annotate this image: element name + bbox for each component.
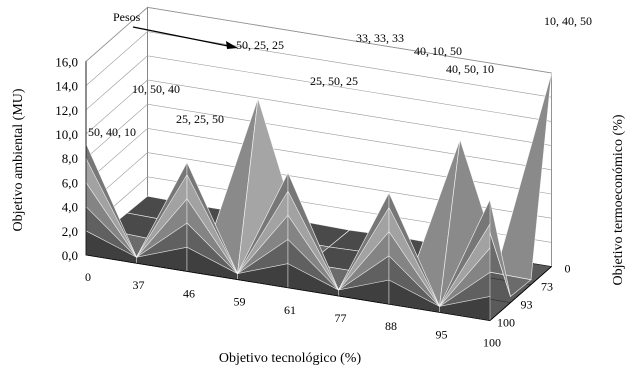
front-band [186, 162, 238, 274]
z-tick-label: 14,0 [55, 79, 78, 94]
y-tick-label: 100 [497, 316, 515, 330]
gridline [85, 7, 552, 74]
z-tick-label: 6,0 [62, 175, 78, 190]
weight-label: 33, 33, 33 [356, 31, 404, 45]
x-tick-label: 77 [335, 311, 347, 325]
y-axis-label: Objetivo termoeconómico (%) [611, 114, 626, 285]
weight-label: 40, 10, 50 [414, 44, 462, 58]
surface-bands [85, 61, 552, 321]
weight-label: 25, 50, 25 [310, 74, 358, 88]
z-tick-label: 16,0 [55, 54, 78, 69]
z-tick-label: 2,0 [62, 224, 78, 239]
z-tick-label: 12,0 [55, 103, 78, 118]
weight-label: 10, 40, 50 [544, 14, 592, 28]
x-tick-label: 46 [183, 286, 195, 300]
z-tick-label: 8,0 [62, 151, 78, 166]
gridline [85, 152, 552, 219]
x-axis-label: Objetivo tecnológico (%) [219, 351, 362, 366]
x-tick-label: 88 [385, 319, 397, 333]
weights-arrow [132, 26, 238, 49]
y-tick-label: 0 [565, 262, 571, 276]
y-tick-label: 93 [521, 298, 533, 312]
x-tick-label: 95 [436, 327, 448, 341]
weight-label: 40, 50, 10 [446, 62, 494, 76]
y-tick-label: 73 [541, 280, 553, 294]
y-axis-ticks: 0 73 93 100 [497, 262, 571, 330]
y-axis-line [489, 266, 552, 321]
weight-label: 50, 40, 10 [88, 125, 136, 139]
x-tick-label: 37 [133, 278, 145, 292]
z-tick-label: 0,0 [62, 248, 78, 263]
z-axis-label: Objetivo ambiental (MU) [11, 88, 26, 231]
gridline [85, 55, 552, 122]
x-axis-ticks: 0 37 46 59 61 77 88 95 100 [85, 270, 501, 350]
x-tick-label: 61 [284, 303, 296, 317]
z-tick-label: 10,0 [55, 127, 78, 142]
gridline [85, 79, 552, 146]
front-band [287, 172, 339, 291]
weights-label: Pesos [113, 10, 141, 24]
x-tick-label: 100 [483, 336, 501, 350]
x-axis-line [85, 254, 491, 321]
front-band [388, 192, 440, 307]
gridline [85, 31, 552, 98]
weight-labels: 50, 40, 10 10, 50, 40 25, 25, 50 50, 25, 25… [88, 14, 592, 139]
front-band [439, 199, 491, 307]
z-tick-label: 4,0 [62, 200, 78, 215]
weight-label: 25, 25, 50 [176, 112, 224, 126]
weight-label: 50, 25, 25 [236, 38, 284, 52]
x-tick-label: 59 [234, 295, 246, 309]
gridline [85, 103, 552, 171]
z-axis-ticks: 0,0 2,0 4,0 6,0 8,0 10,0 12,0 14,0 16,0 [55, 54, 78, 263]
x-tick-label: 0 [85, 270, 91, 284]
gridline [85, 128, 552, 195]
weight-label: 10, 50, 40 [132, 82, 180, 96]
